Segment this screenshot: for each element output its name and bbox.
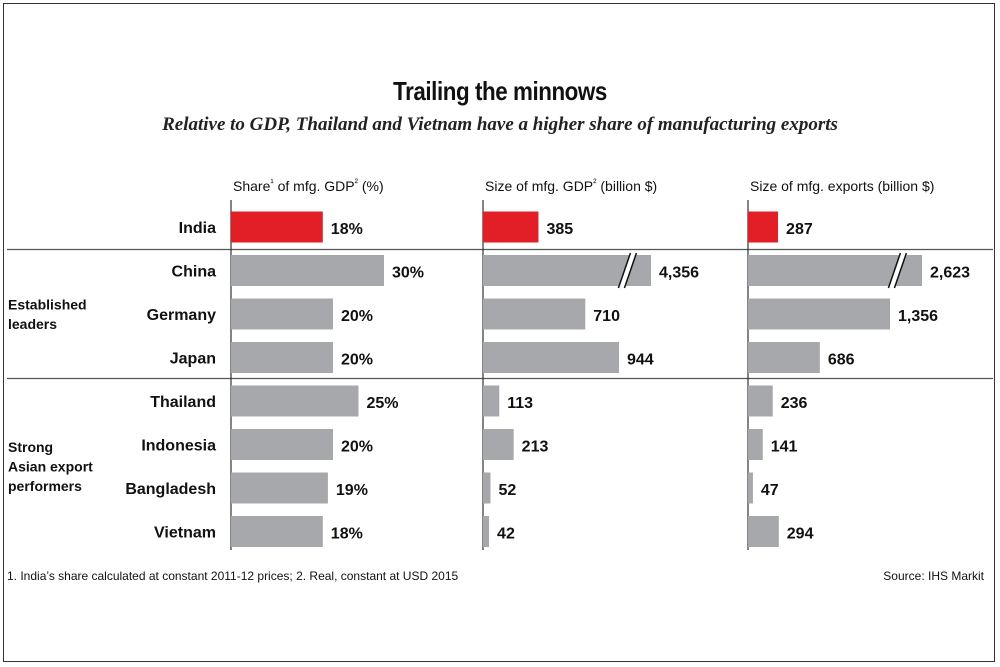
panel-1-bar-thailand: [231, 385, 359, 417]
panel-2-bar-thailand: [483, 385, 500, 417]
footnote: 1. India’s share calculated at constant …: [7, 569, 459, 583]
chart-subtitle: Relative to GDP, Thailand and Vietnam ha…: [162, 114, 838, 135]
panel-3-axis-break-gap: [888, 253, 907, 288]
panel-1-bar-indonesia: [231, 429, 333, 460]
panel-1-bar-germany: [231, 298, 333, 330]
category-label-germany: Germany: [147, 307, 216, 324]
panel-2-bar-indonesia: [483, 429, 514, 460]
panel-2-value-label-thailand: 113: [507, 395, 533, 412]
panel-1-value-label-japan: 20%: [341, 352, 373, 369]
panel-2-value-label-bangladesh: 52: [498, 482, 516, 499]
panel-3-value-label-thailand: 236: [781, 395, 808, 412]
panel-1-bar-china: [231, 255, 384, 286]
panel-3-bar-japan: [748, 342, 820, 373]
panel-1-title: Share¹ of mfg. GDP² (%): [233, 178, 384, 195]
group-label-strong-asian-export-performers: Strong Asian export performers: [8, 439, 93, 494]
panel-3-bar-vietnam: [748, 516, 779, 547]
panel-3-bar-india: [748, 211, 779, 243]
panel-3-value-label-bangladesh: 47: [761, 482, 779, 499]
panel-2-value-label-india: 385: [546, 221, 573, 238]
panel-1-bar-bangladesh: [231, 472, 328, 504]
category-label-bangladesh: Bangladesh: [125, 481, 216, 498]
panel-1-value-label-india: 18%: [331, 221, 363, 238]
source-note: Source: IHS Markit: [883, 569, 984, 583]
panel-1-value-label-bangladesh: 19%: [336, 482, 368, 499]
panel-2-bar-japan: [483, 342, 619, 373]
panel-2-value-label-germany: 710: [593, 308, 620, 325]
panel-3-value-label-indonesia: 141: [771, 439, 798, 456]
panel-1-bar-vietnam: [231, 516, 323, 547]
panel-1-value-label-thailand: 25%: [367, 395, 399, 412]
category-label-indonesia: Indonesia: [141, 438, 216, 455]
panel-2-axis-break-mark: [617, 252, 632, 289]
panel-1-value-label-china: 30%: [392, 265, 424, 282]
panel-3-value-label-vietnam: 294: [787, 526, 814, 543]
panel-3-title: Size of mfg. exports (billion $): [750, 178, 934, 194]
panel-3-bar-germany: [748, 298, 890, 330]
panel-3-value-label-india: 287: [786, 221, 813, 238]
panel-2-bar-india: [483, 211, 539, 243]
category-label-japan: Japan: [170, 351, 216, 368]
panel-2-value-label-china: 4,356: [659, 265, 699, 282]
panel-1-value-label-indonesia: 20%: [341, 439, 373, 456]
panel-3-bar-indonesia: [748, 429, 763, 460]
panel-3-bar-thailand: [748, 385, 773, 417]
category-label-china: China: [172, 264, 217, 281]
panel-2-value-label-japan: 944: [627, 352, 654, 369]
category-label-thailand: Thailand: [150, 394, 216, 411]
panel-2-title: Size of mfg. GDP² (billion $): [485, 178, 657, 195]
panel-2-value-label-indonesia: 213: [522, 439, 549, 456]
panel-1-value-label-vietnam: 18%: [331, 526, 363, 543]
panel-3-axis-break-mark: [887, 252, 902, 289]
panel-1-value-label-germany: 20%: [341, 308, 373, 325]
panel-3-value-label-japan: 686: [828, 352, 855, 369]
panel-2-bar-vietnam: [483, 516, 490, 547]
panel-3-value-label-germany: 1,356: [898, 308, 938, 325]
panel-2-axis-break-gap: [618, 253, 637, 288]
chart-title: Trailing the minnows: [393, 76, 607, 106]
category-label-vietnam: Vietnam: [154, 525, 216, 542]
panel-2-bar-germany: [483, 298, 586, 330]
chart-frame: [3, 3, 995, 662]
category-label-india: India: [179, 220, 216, 237]
group-label-established-leaders: Established leaders: [8, 296, 87, 332]
panel-3-value-label-china: 2,623: [930, 265, 970, 282]
panel-2-value-label-vietnam: 42: [497, 526, 515, 543]
panel-2-bar-bangladesh: [483, 472, 491, 504]
panel-3-axis-break-mark: [893, 252, 908, 289]
panel-1-bar-japan: [231, 342, 333, 373]
panel-2-axis-break-mark: [623, 252, 638, 289]
panel-3-bar-bangladesh: [748, 472, 753, 504]
panel-1-bar-india: [231, 211, 323, 243]
